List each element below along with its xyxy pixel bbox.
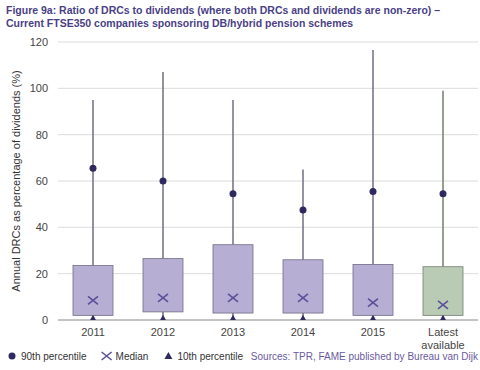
source: Sources: TPR, FAME published by Bureau v…	[251, 351, 479, 362]
grid-line	[58, 181, 478, 182]
page: {"chart_data": { "type": "box", "title":…	[0, 0, 480, 370]
y-axis: 0 20 40 60 80 100 120	[30, 36, 478, 326]
x-marker	[368, 299, 378, 307]
triangle-marker	[159, 315, 167, 320]
grid-line	[58, 134, 478, 135]
upper-whisker	[302, 169, 304, 259]
box	[423, 267, 463, 316]
triangle-marker	[299, 315, 307, 320]
chart: 0 20 40 60 80 100 120 Annual DRCs as percentage…	[0, 0, 480, 370]
x-marker	[438, 301, 448, 309]
upper-whisker	[372, 50, 374, 264]
legend: 90th percentile Median 10th percentile	[9, 351, 244, 362]
box	[73, 266, 113, 316]
legend-label: Median	[116, 351, 149, 362]
grid-line	[58, 320, 478, 321]
y-axis-label: Annual DRCs as percentage of dividends (…	[10, 70, 22, 291]
y-tick-label: 80	[36, 129, 48, 141]
circle-marker	[370, 188, 377, 195]
y-tick-label: 40	[36, 221, 48, 233]
title: Figure 9a: Ratio of DRCs to dividends (w…	[6, 4, 446, 30]
triangle-marker	[89, 315, 97, 320]
legend-symbol	[102, 352, 112, 360]
box	[283, 260, 323, 313]
x-tick-label: 2012	[151, 326, 175, 338]
x-axis-line	[58, 320, 478, 321]
legend-symbol	[9, 353, 16, 360]
x-tick-label: 2015	[361, 326, 385, 338]
y-tick-label: 60	[36, 175, 48, 187]
box	[353, 264, 393, 315]
upper-whisker	[92, 100, 94, 266]
y-tick-label: 100	[30, 82, 48, 94]
triangle-marker	[229, 315, 237, 320]
x-marker	[228, 294, 238, 302]
x-axis: 2011 2012 2013 2014 2015 Latestavailable	[81, 326, 465, 351]
legend-symbol	[164, 352, 172, 359]
plot-marks	[73, 50, 463, 320]
box	[143, 259, 183, 312]
y-tick-label: 20	[36, 268, 48, 280]
upper-whisker	[162, 72, 164, 258]
grid-line	[58, 227, 478, 228]
x-tick-label-line: available	[421, 339, 464, 351]
x-tick-label-line: Latest	[428, 326, 458, 338]
x-tick-label: Latestavailable	[421, 326, 464, 351]
grid-line	[58, 88, 478, 89]
grid-line	[58, 42, 478, 43]
y-tick-label: 120	[30, 36, 48, 48]
upper-whisker	[442, 91, 444, 267]
x-tick-label: 2013	[221, 326, 245, 338]
circle-marker	[160, 178, 167, 185]
x-tick-label: 2014	[291, 326, 315, 338]
x-marker	[158, 294, 168, 302]
y-tick-label: 0	[42, 314, 48, 326]
circle-marker	[300, 206, 307, 213]
upper-whisker	[232, 100, 234, 245]
grid-line	[58, 273, 478, 274]
triangle-marker	[439, 315, 447, 320]
x-marker	[88, 296, 98, 304]
triangle-marker	[369, 315, 377, 320]
x-marker	[298, 294, 308, 302]
x-tick-label: 2011	[81, 326, 105, 338]
circle-marker	[440, 190, 447, 197]
circle-marker	[230, 190, 237, 197]
circle-marker	[90, 165, 97, 172]
box	[213, 245, 253, 313]
legend-label: 10th percentile	[177, 351, 243, 362]
legend-label: 90th percentile	[21, 351, 87, 362]
